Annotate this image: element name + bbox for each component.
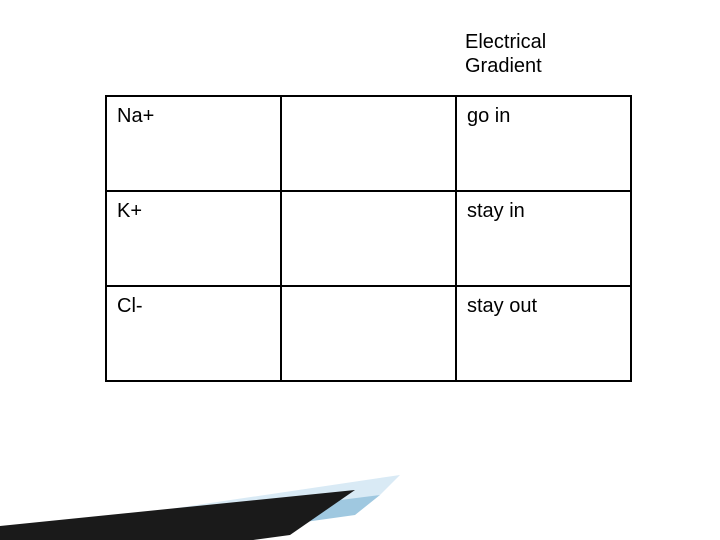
cell-blank <box>281 191 456 286</box>
cell-blank <box>281 286 456 381</box>
cell-gradient: go in <box>456 96 631 191</box>
ion-gradient-table: Na+ go in K+ stay in Cl- stay out <box>105 95 632 382</box>
cell-blank <box>281 96 456 191</box>
table-row: K+ stay in <box>106 191 631 286</box>
cell-gradient: stay in <box>456 191 631 286</box>
swoosh-stripe-dark <box>0 490 355 540</box>
cell-ion: Na+ <box>106 96 281 191</box>
table-row: Cl- stay out <box>106 286 631 381</box>
table-row: Na+ go in <box>106 96 631 191</box>
cell-ion: K+ <box>106 191 281 286</box>
swoosh-stripe-mid <box>0 495 380 540</box>
swoosh-stripe-light <box>0 475 400 540</box>
cell-gradient: stay out <box>456 286 631 381</box>
column-header-electrical-gradient: Electrical Gradient <box>465 30 546 78</box>
cell-ion: Cl- <box>106 286 281 381</box>
decorative-swoosh <box>0 420 420 540</box>
